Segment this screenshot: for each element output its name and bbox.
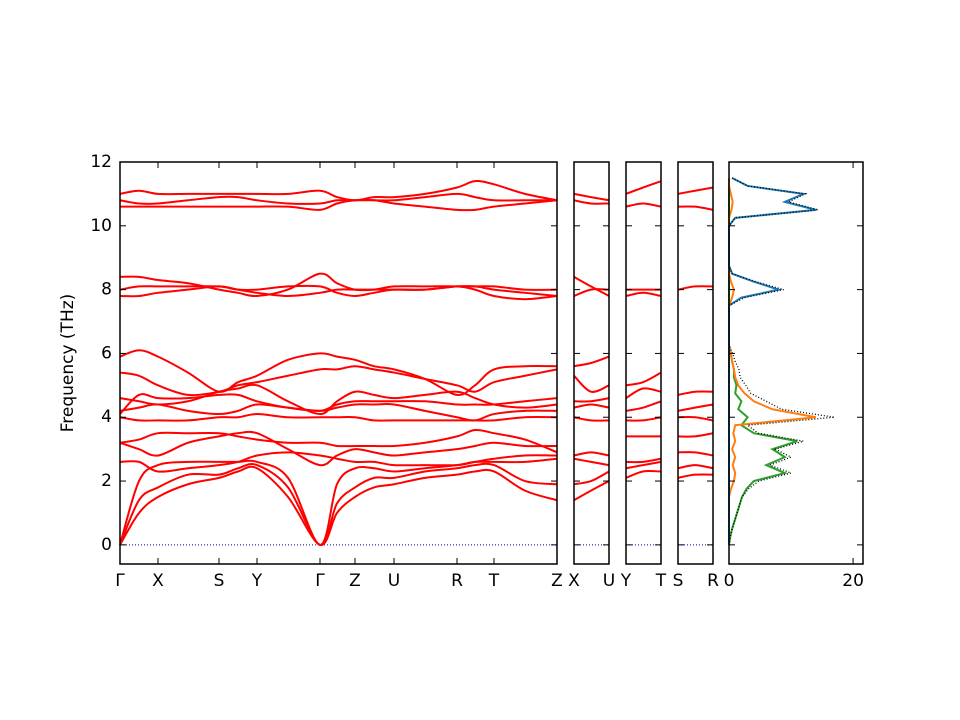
band: [677, 451, 714, 457]
x-tick-label: Γ: [315, 571, 325, 591]
band: [119, 430, 558, 467]
band: [119, 451, 558, 473]
x-tick-label: U: [603, 571, 615, 591]
x-tick-label: Γ: [115, 571, 125, 591]
band: [573, 275, 610, 297]
band: [677, 285, 714, 291]
band: [573, 403, 610, 409]
band: [119, 393, 558, 415]
x-tick-label: S: [673, 571, 684, 591]
x-tick-label: U: [388, 571, 400, 591]
panel-frame: [625, 161, 662, 565]
y-tick-label: 0: [101, 535, 112, 555]
dos-line: [728, 177, 798, 546]
panel-frame: [119, 161, 558, 565]
band: [677, 464, 714, 470]
x-tick-label: Y: [251, 571, 263, 591]
band: [119, 272, 558, 301]
band: [625, 371, 662, 387]
x-tick-label: Z: [349, 571, 361, 591]
band: [625, 460, 662, 470]
band: [119, 403, 558, 422]
band: [677, 473, 714, 479]
dos-line: [728, 177, 817, 545]
band: [677, 390, 714, 396]
band: [573, 480, 610, 502]
band: [573, 397, 610, 403]
band: [573, 416, 610, 422]
x-tick-label: 20: [842, 571, 864, 591]
band: [625, 291, 662, 297]
x-tick-label: X: [568, 571, 580, 591]
y-tick-label: 8: [101, 280, 112, 300]
band: [573, 199, 610, 205]
y-tick-label: 6: [101, 343, 112, 363]
band: [677, 432, 714, 438]
x-tick-label: 0: [724, 571, 735, 591]
band: [119, 462, 558, 546]
band: [573, 355, 610, 368]
band: [625, 470, 662, 479]
band: [573, 457, 610, 467]
y-tick-label: 4: [101, 407, 112, 427]
band: [625, 416, 662, 422]
x-tick-label: Y: [620, 571, 632, 591]
band: [573, 192, 610, 202]
y-tick-label: 12: [90, 152, 112, 172]
panel-frame: [573, 161, 610, 565]
x-tick-label: T: [655, 571, 667, 591]
band: [625, 180, 662, 195]
dos-line: [728, 177, 817, 545]
x-tick-label: R: [707, 571, 719, 591]
band: [625, 400, 662, 412]
panel-frame: [728, 161, 864, 565]
band: [573, 451, 610, 457]
band: [625, 387, 662, 399]
x-tick-label: X: [152, 571, 164, 591]
y-tick-label: 2: [101, 471, 112, 491]
band: [119, 365, 558, 397]
band: [573, 375, 610, 393]
band: [677, 205, 714, 211]
x-tick-label: R: [451, 571, 463, 591]
x-tick-label: T: [488, 571, 500, 591]
band: [677, 186, 714, 195]
band: [119, 284, 558, 298]
band: [119, 465, 558, 546]
band: [625, 457, 662, 464]
band: [573, 470, 610, 486]
dos-line: [728, 177, 835, 545]
band: [119, 383, 558, 416]
band: [119, 198, 558, 212]
panel-frame: [677, 161, 714, 565]
band: [119, 349, 558, 396]
band: [625, 202, 662, 208]
x-tick-label: Z: [551, 571, 563, 591]
band: [119, 180, 558, 202]
band: [119, 428, 558, 454]
band: [677, 403, 714, 412]
y-tick-label: 10: [90, 216, 112, 236]
y-axis-label: Frequency (THz): [58, 294, 78, 433]
band: [119, 192, 557, 205]
x-tick-label: S: [214, 571, 225, 591]
